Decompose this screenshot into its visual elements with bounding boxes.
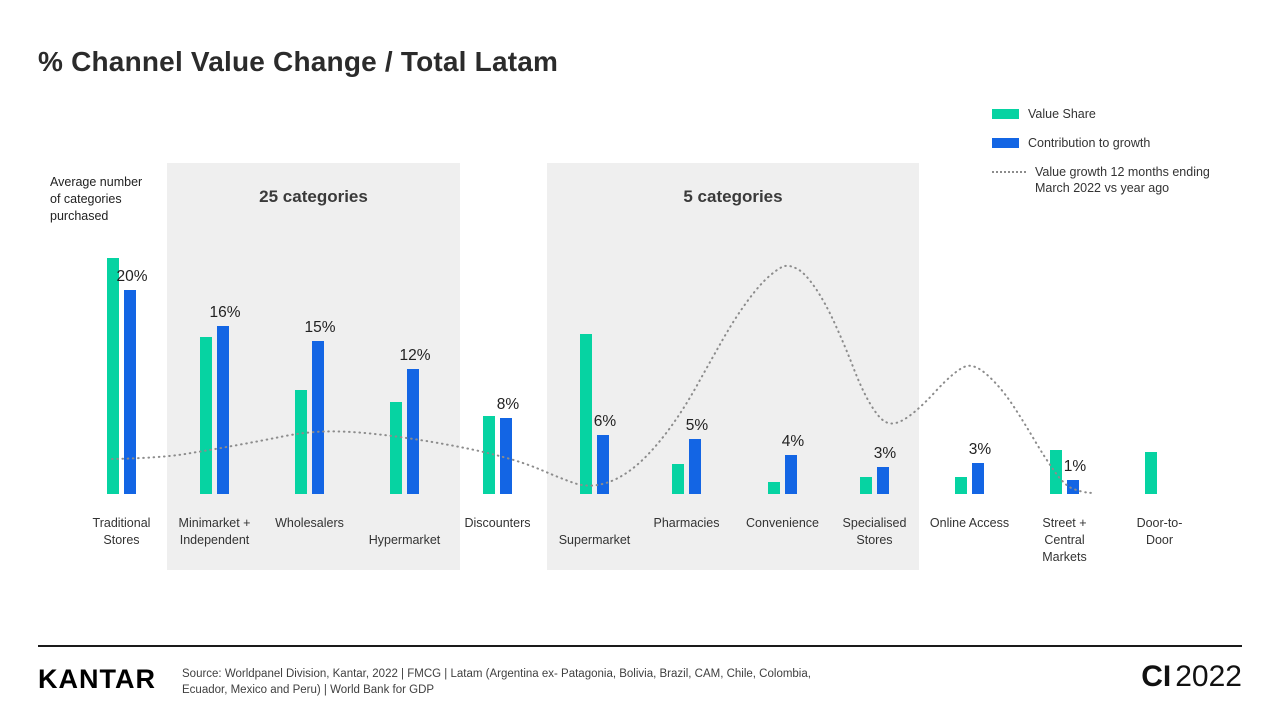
value-share-bar <box>200 337 212 494</box>
contribution-bar <box>217 326 229 494</box>
legend-label-contribution: Contribution to growth <box>1028 136 1151 150</box>
data-label: 16% <box>209 304 241 321</box>
legend: Value Share Contribution to growth Value… <box>992 106 1210 209</box>
category-tick: Specialised Stores <box>842 516 907 547</box>
footer-divider <box>38 645 1242 647</box>
source-text: Source: Worldpanel Division, Kantar, 202… <box>182 666 811 698</box>
data-label: 8% <box>496 396 520 413</box>
legend-label-value-share: Value Share <box>1028 107 1096 121</box>
data-label: 3% <box>873 445 897 462</box>
category-tick: Street + Central Markets <box>1042 516 1087 564</box>
data-label: 4% <box>781 433 805 450</box>
value-share-bar <box>672 464 684 494</box>
category-tick: Pharmacies <box>653 516 720 530</box>
contribution-bar <box>597 435 609 494</box>
category-tick: Door-to- Door <box>1136 516 1183 547</box>
ci-2022-badge: CI 2022 <box>1141 660 1242 694</box>
band-label-25: 25 categories <box>259 187 368 206</box>
category-tick: Supermarket <box>558 533 631 547</box>
legend-label-growth: Value growth 12 months ending March 2022… <box>1035 165 1210 195</box>
data-label: 6% <box>593 413 617 430</box>
contribution-bar <box>407 369 419 494</box>
legend-item-growth-line: Value growth 12 months ending March 2022… <box>992 164 1210 196</box>
value-share-bar <box>107 258 119 494</box>
value-share-bar <box>768 482 780 494</box>
contribution-bar <box>689 439 701 494</box>
category-tick: Discounters <box>464 516 531 530</box>
value-share-bar <box>580 334 592 494</box>
value-share-bar <box>1050 450 1062 494</box>
data-label: 20% <box>116 268 148 285</box>
band-label-5: 5 categories <box>683 187 783 206</box>
value-share-bar <box>955 477 967 494</box>
data-label: 1% <box>1063 458 1087 475</box>
legend-item-value-share: Value Share <box>992 106 1210 122</box>
legend-item-contribution: Contribution to growth <box>992 135 1210 151</box>
value-share-bar <box>390 402 402 494</box>
source-line-1: Source: Worldpanel Division, Kantar, 202… <box>182 668 811 680</box>
ci-label: CI <box>1141 660 1172 693</box>
value-share-bar <box>860 477 872 494</box>
contribution-bar <box>124 290 136 494</box>
source-line-2: Ecuador, Mexico and Peru) | World Bank f… <box>182 684 435 696</box>
category-tick: Traditional Stores <box>92 516 151 547</box>
dotted-line-swatch <box>992 171 1026 173</box>
axis-note: Average number of categories purchased <box>50 175 143 223</box>
value-share-bar <box>295 390 307 494</box>
value-share-bar <box>1145 452 1157 494</box>
data-label: 3% <box>968 441 992 458</box>
value-share-swatch <box>992 109 1019 119</box>
data-label: 15% <box>304 319 336 336</box>
data-label: 5% <box>685 417 709 434</box>
contribution-bar <box>500 418 512 494</box>
contribution-bar <box>972 463 984 494</box>
category-tick: Minimarket + Independent <box>178 516 251 547</box>
page-title: % Channel Value Change / Total Latam <box>38 46 559 77</box>
category-tick: Convenience <box>746 516 819 530</box>
kantar-logo: KANTAR <box>38 664 156 694</box>
category-tick: Wholesalers <box>275 516 344 530</box>
contribution-bar <box>312 341 324 494</box>
value-share-bar <box>483 416 495 494</box>
contribution-bar <box>1067 480 1079 494</box>
ci-year: 2022 <box>1175 660 1242 693</box>
category-tick: Hypermarket <box>368 533 441 547</box>
category-tick: Online Access <box>929 516 1010 530</box>
contribution-bar <box>785 455 797 494</box>
contribution-bar <box>877 467 889 494</box>
data-label: 12% <box>399 347 431 364</box>
contribution-swatch <box>992 138 1019 148</box>
